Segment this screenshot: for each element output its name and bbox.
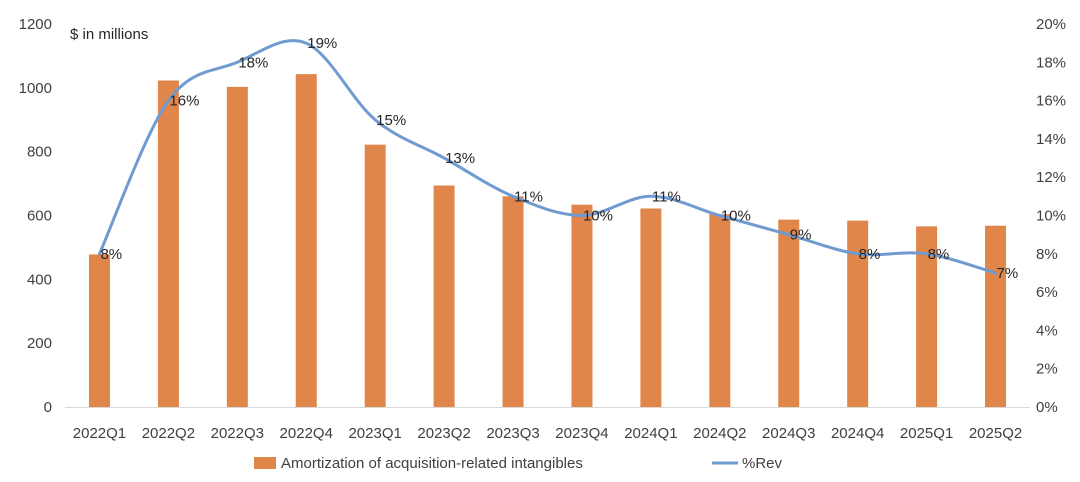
x-tick-label: 2024Q4 (831, 425, 884, 442)
right-axis-ticks: 0% 2% 4% 6% 8% 10% 12% 14% 16% 18% 20% (1036, 16, 1066, 416)
bar-series (88, 74, 1007, 408)
line-label-2025Q1: 8% (928, 246, 950, 263)
line-label-2022Q1: 8% (100, 246, 122, 263)
right-tick-label: 0% (1036, 399, 1058, 416)
x-tick-label: 2023Q1 (348, 425, 401, 442)
line-data-labels: 8% 16% 18% 19% 15% 13% 11% 10% 11% 10% 9% 8% 8% 7% (100, 35, 1018, 282)
line-label-2023Q3: 11% (514, 188, 543, 205)
left-tick-label: 400 (27, 271, 52, 288)
right-tick-label: 16% (1036, 93, 1066, 110)
x-axis-ticks: 2022Q1 2022Q2 2022Q3 2022Q4 2023Q1 2023Q2 2023… (73, 425, 1022, 442)
line-label-2024Q2: 10% (721, 208, 751, 225)
line-label-2022Q2: 16% (169, 93, 199, 110)
x-tick-label: 2022Q4 (280, 425, 333, 442)
right-tick-label: 18% (1036, 54, 1066, 71)
x-tick-label: 2025Q2 (969, 425, 1022, 442)
legend-bar-swatch (254, 457, 276, 469)
right-tick-label: 10% (1036, 208, 1066, 225)
bar-2024Q3 (778, 219, 800, 407)
left-tick-label: 0 (44, 399, 52, 416)
line-label-2023Q2: 13% (445, 150, 475, 167)
right-tick-label: 6% (1036, 284, 1058, 301)
right-tick-label: 2% (1036, 361, 1058, 378)
left-tick-label: 600 (27, 208, 52, 225)
left-tick-label: 200 (27, 335, 52, 352)
bar-2024Q4 (847, 220, 869, 407)
x-tick-label: 2022Q1 (73, 425, 126, 442)
x-tick-label: 2023Q2 (417, 425, 470, 442)
bar-2022Q3 (226, 86, 248, 408)
legend: Amortization of acquisition-related inta… (254, 455, 783, 472)
line-label-2025Q2: 7% (997, 265, 1019, 282)
bar-2023Q4 (571, 204, 593, 407)
bar-2022Q1 (88, 254, 110, 407)
rev-line (98, 39, 997, 275)
x-tick-label: 2024Q2 (693, 425, 746, 442)
left-tick-label: 1000 (19, 80, 52, 97)
line-label-2022Q4: 19% (307, 35, 337, 52)
right-tick-label: 4% (1036, 322, 1058, 339)
right-tick-label: 20% (1036, 16, 1066, 33)
bar-2022Q4 (295, 74, 317, 408)
bar-2023Q1 (364, 144, 386, 407)
right-tick-label: 14% (1036, 131, 1066, 148)
legend-bar-label: Amortization of acquisition-related inta… (281, 455, 583, 472)
bar-2022Q2 (157, 80, 179, 408)
line-label-2023Q4: 10% (583, 208, 613, 225)
line-label-2024Q4: 8% (859, 246, 881, 263)
bar-2023Q2 (433, 185, 455, 407)
left-axis-ticks: 0 200 400 600 800 1000 1200 (19, 16, 52, 416)
unit-label: $ in millions (70, 26, 148, 43)
bar-2025Q2 (985, 225, 1007, 407)
legend-line-label: %Rev (742, 455, 783, 472)
left-tick-label: 1200 (19, 16, 52, 33)
left-tick-label: 800 (27, 144, 52, 161)
x-tick-label: 2024Q1 (624, 425, 677, 442)
x-tick-label: 2025Q1 (900, 425, 953, 442)
line-label-2024Q1: 11% (652, 188, 681, 205)
line-label-2024Q3: 9% (790, 227, 812, 244)
right-tick-label: 12% (1036, 169, 1066, 186)
bar-2024Q1 (640, 208, 662, 407)
x-tick-label: 2023Q4 (555, 425, 608, 442)
x-tick-label: 2023Q3 (486, 425, 539, 442)
x-tick-label: 2024Q3 (762, 425, 815, 442)
bar-2025Q1 (916, 226, 938, 407)
bar-2023Q3 (502, 196, 524, 407)
right-tick-label: 8% (1036, 246, 1058, 263)
line-label-2022Q3: 18% (238, 54, 268, 71)
x-tick-label: 2022Q3 (211, 425, 264, 442)
line-label-2023Q1: 15% (376, 112, 406, 129)
bar-2024Q2 (709, 214, 731, 407)
x-tick-label: 2022Q2 (142, 425, 195, 442)
